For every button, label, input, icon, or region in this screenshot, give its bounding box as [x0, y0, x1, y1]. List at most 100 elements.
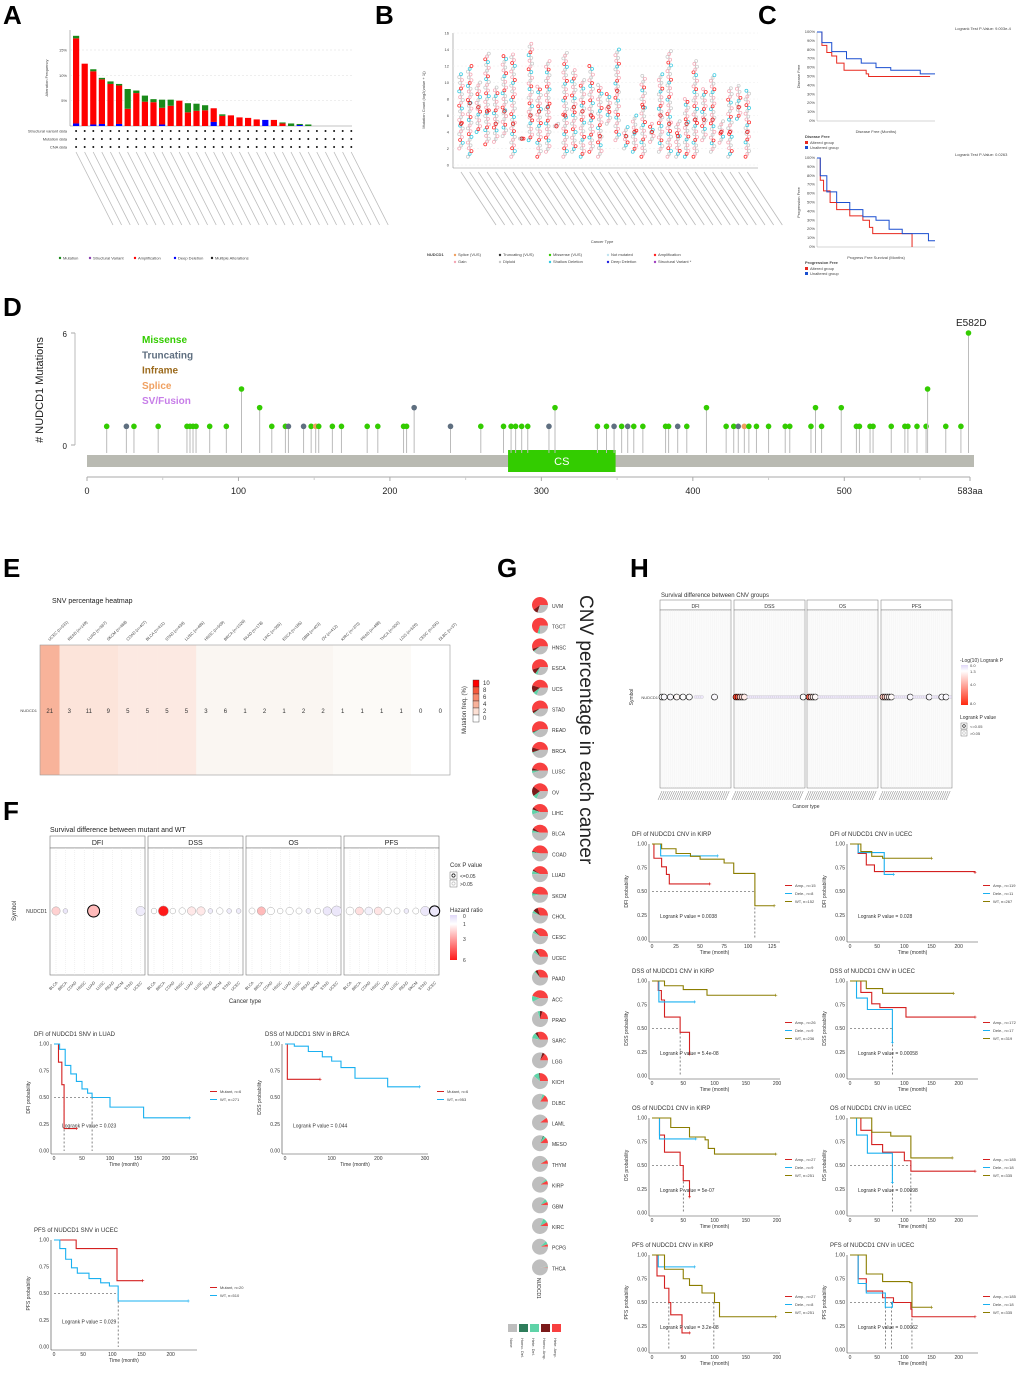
survival-curve	[285, 1043, 320, 1080]
sample-point	[702, 92, 706, 97]
heatmap-cell	[410, 645, 431, 775]
sample-point	[734, 116, 739, 121]
sample-point	[459, 86, 463, 91]
x-tick-label: 200	[382, 486, 397, 496]
x-tick-label: BLCA	[146, 980, 157, 991]
sample-point	[596, 154, 600, 159]
legend-label: Dele., n=9	[795, 1028, 814, 1033]
domain-cs	[508, 450, 616, 472]
sample-point	[746, 100, 751, 105]
sample-point	[509, 112, 514, 116]
sample-point	[493, 94, 498, 98]
sample-point	[474, 115, 479, 120]
censor-mark	[708, 882, 712, 886]
bubble	[874, 695, 878, 699]
bubble	[355, 906, 364, 916]
x-axis-label: Time (month)	[109, 1162, 139, 1168]
x-tick-label-placeholder	[239, 151, 277, 226]
lollipop-head	[723, 423, 729, 430]
sample-point	[587, 92, 592, 97]
x-tick-label: 0	[849, 1355, 852, 1361]
survival-curve	[652, 843, 775, 907]
x-tick-label-placeholder	[859, 790, 864, 801]
y-tick-label: 0.00	[835, 1348, 845, 1354]
panel-letter-D: D	[3, 292, 22, 322]
sample-point	[544, 79, 548, 83]
legend-swatch	[472, 686, 480, 695]
sample-point	[565, 107, 569, 111]
data-availability-dot	[118, 138, 121, 140]
y-tick-label: 0.75	[835, 865, 845, 871]
sample-point	[466, 146, 471, 151]
bar-mutation	[159, 99, 166, 108]
censor-mark	[890, 1301, 894, 1304]
pie-slice	[537, 1031, 548, 1040]
pie-slice	[532, 998, 548, 1007]
bubble	[135, 906, 146, 916]
x-tick-label-placeholder	[282, 151, 320, 226]
lollipop-head	[500, 423, 507, 430]
row-label: NUDCD1	[641, 695, 658, 700]
legend-label: WT, n=267	[993, 899, 1013, 904]
sample-point	[596, 140, 600, 145]
pie-label: ACC	[552, 997, 563, 1003]
pie-slice	[540, 1117, 548, 1123]
pie-label: GBM	[552, 1204, 563, 1210]
sample-point	[478, 80, 483, 85]
sample-point	[598, 100, 603, 105]
x-tick-label-placeholder	[806, 790, 812, 801]
pie-slice	[532, 1135, 549, 1152]
x-tick-label: 150	[927, 944, 936, 950]
sample-point	[599, 91, 604, 96]
sample-point	[641, 137, 646, 142]
sample-point	[486, 74, 490, 79]
sample-point	[573, 87, 578, 92]
sample-point	[504, 71, 509, 76]
censor-mark	[891, 872, 895, 876]
chart-title: DFI of NUDCD1 SNV in LUAD	[34, 1032, 116, 1038]
legend-label: Homo. Amp.	[542, 1338, 547, 1360]
sample-point	[691, 140, 696, 145]
legend-label: Hete. Del.	[531, 1338, 536, 1356]
x-tick-label-placeholder	[815, 790, 820, 801]
data-availability-dot	[204, 146, 207, 148]
x-tick-label: 150	[927, 1218, 936, 1224]
pie-slice	[540, 1073, 548, 1082]
sample-point	[726, 97, 731, 102]
bubble	[187, 906, 197, 916]
x-tick-label: 500	[837, 486, 852, 496]
pie-slice	[540, 1052, 545, 1061]
sample-point	[509, 126, 514, 131]
x-tick-label: 200	[773, 1218, 782, 1224]
legend-label: Multiple Alterations	[215, 256, 249, 261]
sample-point	[693, 152, 698, 156]
sample-point	[509, 154, 514, 159]
y-tick-label: 50%	[807, 200, 815, 205]
sample-point	[682, 97, 687, 101]
sample-point	[643, 149, 647, 153]
sample-point	[510, 117, 515, 122]
sample-point	[614, 115, 619, 120]
chart-title: OS of NUDCD1 CNV in UCEC	[830, 1106, 912, 1112]
x-tick-label-placeholder	[759, 790, 764, 801]
pie-slice	[532, 892, 540, 895]
sample-point	[476, 98, 481, 102]
x-tick-label-placeholder	[863, 790, 868, 801]
median-point	[719, 129, 724, 135]
sample-point	[658, 103, 663, 108]
sample-point	[475, 121, 480, 126]
sample-point	[501, 125, 506, 130]
data-availability-dot	[281, 130, 284, 132]
data-availability-dot	[255, 130, 258, 132]
sample-point	[589, 104, 593, 108]
chart-title: Survival difference between mutant and W…	[50, 827, 186, 834]
bar-mutation	[150, 99, 157, 103]
sample-point	[509, 55, 514, 60]
sample-point	[597, 117, 601, 122]
pie-slice	[535, 949, 540, 957]
y-tick-label: 0%	[809, 244, 815, 249]
data-availability-dot	[341, 146, 344, 148]
lollipop-head	[870, 423, 876, 430]
sample-point	[539, 121, 543, 125]
x-tick-label-placeholder	[809, 790, 814, 801]
